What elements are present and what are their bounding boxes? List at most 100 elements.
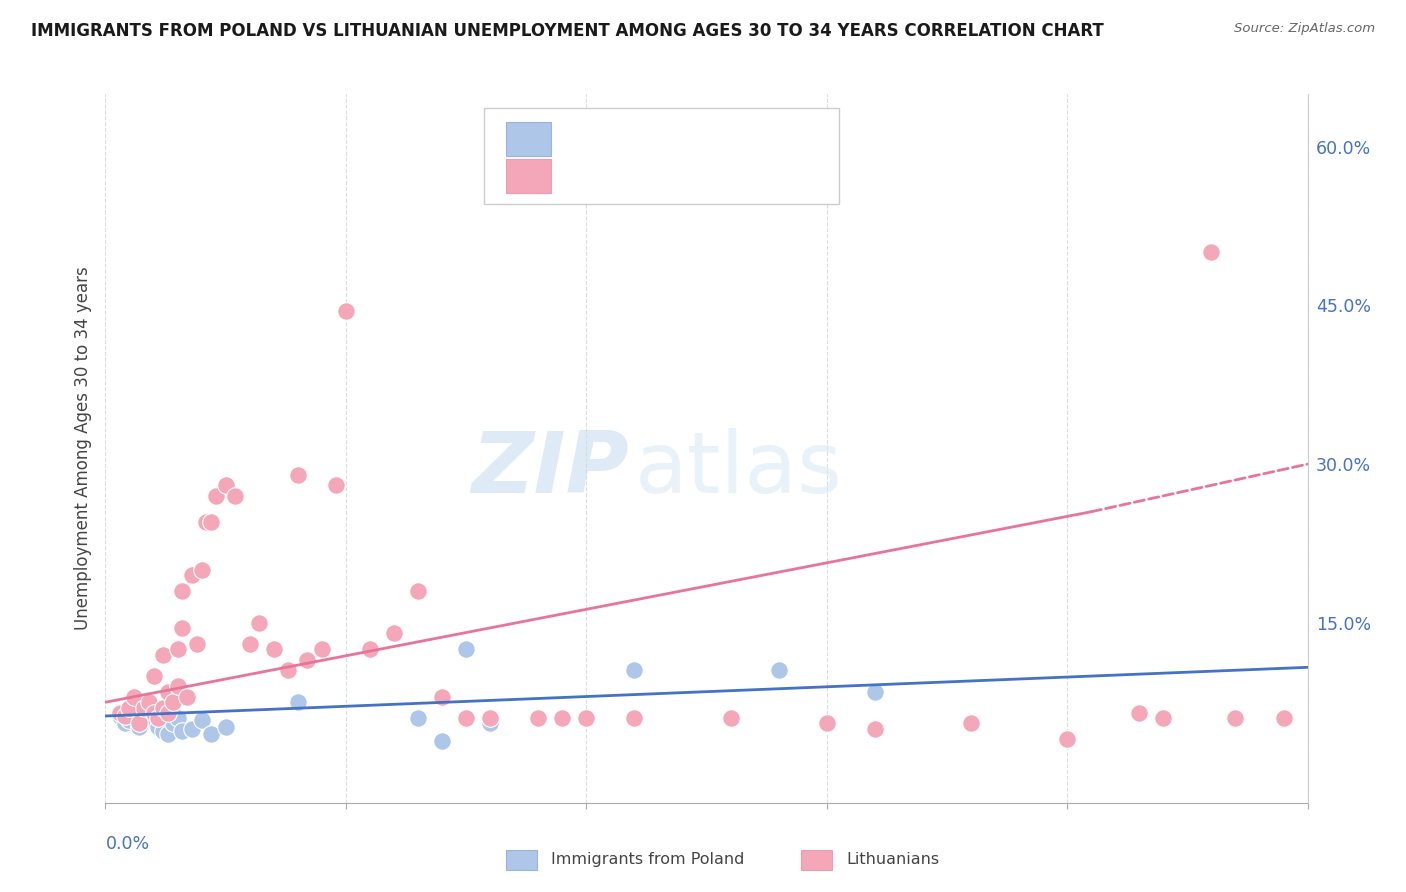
Point xyxy=(152,700,174,714)
Point xyxy=(527,711,550,725)
Point xyxy=(297,653,319,667)
Y-axis label: Unemployment Among Ages 30 to 34 years: Unemployment Among Ages 30 to 34 years xyxy=(73,267,91,630)
Point xyxy=(430,690,453,704)
Point xyxy=(156,727,179,741)
Text: 0.0%: 0.0% xyxy=(105,835,149,853)
Point xyxy=(239,637,262,651)
Text: R = 0.220: R = 0.220 xyxy=(574,130,664,148)
Point xyxy=(186,637,208,651)
Point xyxy=(152,723,174,738)
Point xyxy=(195,516,218,530)
Point xyxy=(138,695,160,709)
Text: Immigrants from Poland: Immigrants from Poland xyxy=(551,853,745,867)
Point xyxy=(214,720,236,734)
Point xyxy=(128,716,150,731)
FancyBboxPatch shape xyxy=(506,159,551,193)
Point xyxy=(172,621,194,635)
Point xyxy=(430,734,453,748)
Point xyxy=(162,716,184,731)
Point xyxy=(166,711,188,725)
Point xyxy=(454,642,477,657)
Point xyxy=(108,709,131,723)
FancyBboxPatch shape xyxy=(484,108,839,203)
Point xyxy=(190,713,212,727)
Point xyxy=(205,489,228,503)
Point xyxy=(190,563,212,577)
Point xyxy=(1272,711,1295,725)
Point xyxy=(152,648,174,662)
Point xyxy=(124,690,146,704)
Point xyxy=(1128,706,1150,720)
Point xyxy=(863,722,886,736)
Text: atlas: atlas xyxy=(634,428,842,511)
Point xyxy=(148,711,170,725)
Point xyxy=(1201,245,1223,260)
Point xyxy=(623,664,645,678)
Text: N = 28: N = 28 xyxy=(711,130,779,148)
Point xyxy=(406,711,429,725)
Point xyxy=(1225,711,1247,725)
Point xyxy=(287,695,309,709)
Point xyxy=(200,516,222,530)
FancyBboxPatch shape xyxy=(506,122,551,156)
Text: R = 0.343: R = 0.343 xyxy=(574,167,664,185)
Point xyxy=(176,690,198,704)
Point xyxy=(156,706,179,720)
Point xyxy=(142,713,165,727)
Point xyxy=(1152,711,1174,725)
Text: Lithuanians: Lithuanians xyxy=(846,853,939,867)
Text: Source: ZipAtlas.com: Source: ZipAtlas.com xyxy=(1234,22,1375,36)
Point xyxy=(575,711,598,725)
Point xyxy=(311,642,333,657)
Point xyxy=(454,711,477,725)
Point xyxy=(720,711,742,725)
Point xyxy=(142,669,165,683)
Point xyxy=(118,700,141,714)
Point xyxy=(382,626,405,640)
Point xyxy=(156,684,179,698)
Point xyxy=(128,720,150,734)
Point xyxy=(172,584,194,599)
Point xyxy=(815,716,838,731)
Point xyxy=(551,711,574,725)
Point xyxy=(118,713,141,727)
Point xyxy=(142,706,165,720)
Point xyxy=(132,700,155,714)
Point xyxy=(1272,711,1295,725)
Point xyxy=(181,722,204,736)
Point xyxy=(768,664,790,678)
Point xyxy=(277,664,299,678)
Point xyxy=(148,720,170,734)
Point xyxy=(132,711,155,725)
Point xyxy=(479,711,502,725)
Point xyxy=(406,584,429,599)
Point xyxy=(479,716,502,731)
Point xyxy=(325,478,347,492)
Point xyxy=(166,679,188,693)
Point xyxy=(162,695,184,709)
Point xyxy=(239,637,262,651)
Point xyxy=(214,478,236,492)
Point xyxy=(247,615,270,630)
Text: IMMIGRANTS FROM POLAND VS LITHUANIAN UNEMPLOYMENT AMONG AGES 30 TO 34 YEARS CORR: IMMIGRANTS FROM POLAND VS LITHUANIAN UNE… xyxy=(31,22,1104,40)
Point xyxy=(263,642,285,657)
Point xyxy=(172,723,194,738)
Point xyxy=(181,568,204,582)
Point xyxy=(124,706,146,720)
Point xyxy=(863,684,886,698)
Point xyxy=(114,709,136,723)
Point xyxy=(335,303,357,318)
Point xyxy=(108,706,131,720)
Point xyxy=(138,703,160,717)
Point xyxy=(359,642,381,657)
Point xyxy=(200,727,222,741)
Text: ZIP: ZIP xyxy=(471,428,628,511)
Point xyxy=(224,489,246,503)
Point xyxy=(623,711,645,725)
Point xyxy=(114,716,136,731)
Text: N = 57: N = 57 xyxy=(711,167,779,185)
Point xyxy=(960,716,983,731)
Point xyxy=(166,642,188,657)
Point xyxy=(1056,732,1078,747)
Point xyxy=(287,467,309,482)
